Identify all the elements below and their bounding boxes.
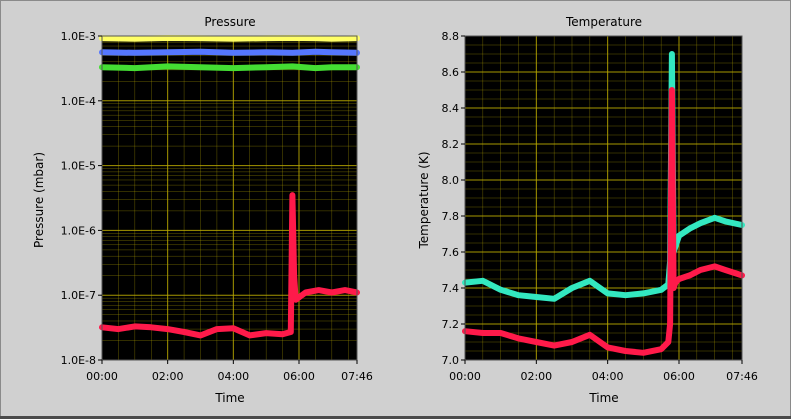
- temperature-x-tick-label: 02:00: [520, 370, 552, 383]
- temperature-y-tick-label: 7.2: [442, 318, 460, 331]
- pressure-y-tick-label: 1.0E-6: [61, 224, 96, 237]
- pressure-x-tick-label: 00:00: [86, 370, 118, 383]
- temperature-plot-border: [464, 35, 743, 361]
- pressure-series-1: [99, 48, 360, 56]
- pressure-y-axis-label: Pressure (mbar): [32, 152, 46, 248]
- pressure-x-tick-label: 02:00: [152, 370, 184, 383]
- temperature-y-tick-label: 7.0: [442, 354, 460, 367]
- temperature-x-tick-label: 06:00: [663, 370, 695, 383]
- pressure-plot-area: [102, 36, 357, 360]
- pressure-series-0: [99, 35, 360, 42]
- pressure-chart-title: Pressure: [204, 15, 255, 29]
- temperature-y-tick-label: 8.2: [442, 138, 460, 151]
- temperature-x-axis-label: Time: [588, 391, 618, 405]
- temperature-y-tick-label: 7.4: [442, 282, 460, 295]
- temperature-grid: [464, 35, 742, 361]
- temperature-x-tick-label: 04:00: [592, 370, 624, 383]
- pressure-x-tick-label: 07:46: [341, 370, 373, 383]
- bottom-border: [0, 416, 791, 419]
- temperature-y-tick-label: 8.8: [442, 30, 460, 43]
- pressure-x-tick-label: 04:00: [217, 370, 249, 383]
- pressure-x-tick-label: 06:00: [283, 370, 315, 383]
- pressure-y-tick-label: 1.0E-8: [61, 354, 96, 367]
- temperature-y-tick-label: 7.6: [442, 246, 460, 259]
- temperature-x-tick-label: 00:00: [449, 370, 481, 383]
- temperature-y-tick-label: 8.4: [442, 102, 460, 115]
- temperature-chart-title: Temperature: [565, 15, 642, 29]
- temperature-y-tick-label: 8.6: [442, 66, 460, 79]
- temperature-y-axis-label: Temperature (K): [417, 151, 431, 249]
- pressure-plot-border: [101, 35, 358, 361]
- temperature-x-tick-label: 07:46: [726, 370, 758, 383]
- temperature-series-1: [462, 87, 745, 356]
- pressure-y-tick-label: 1.0E-4: [61, 95, 96, 108]
- temperature-y-tick-label: 8.0: [442, 174, 460, 187]
- temperature-y-tick-label: 7.8: [442, 210, 460, 223]
- pressure-x-axis-label: Time: [214, 391, 244, 405]
- pressure-series-3: [99, 192, 360, 339]
- pressure-y-tick-label: 1.0E-3: [61, 30, 96, 43]
- pressure-series-2: [99, 63, 360, 72]
- pressure-y-tick-label: 1.0E-7: [61, 289, 96, 302]
- pressure-y-tick-label: 1.0E-5: [61, 160, 96, 173]
- temperature-series-0: [462, 51, 745, 302]
